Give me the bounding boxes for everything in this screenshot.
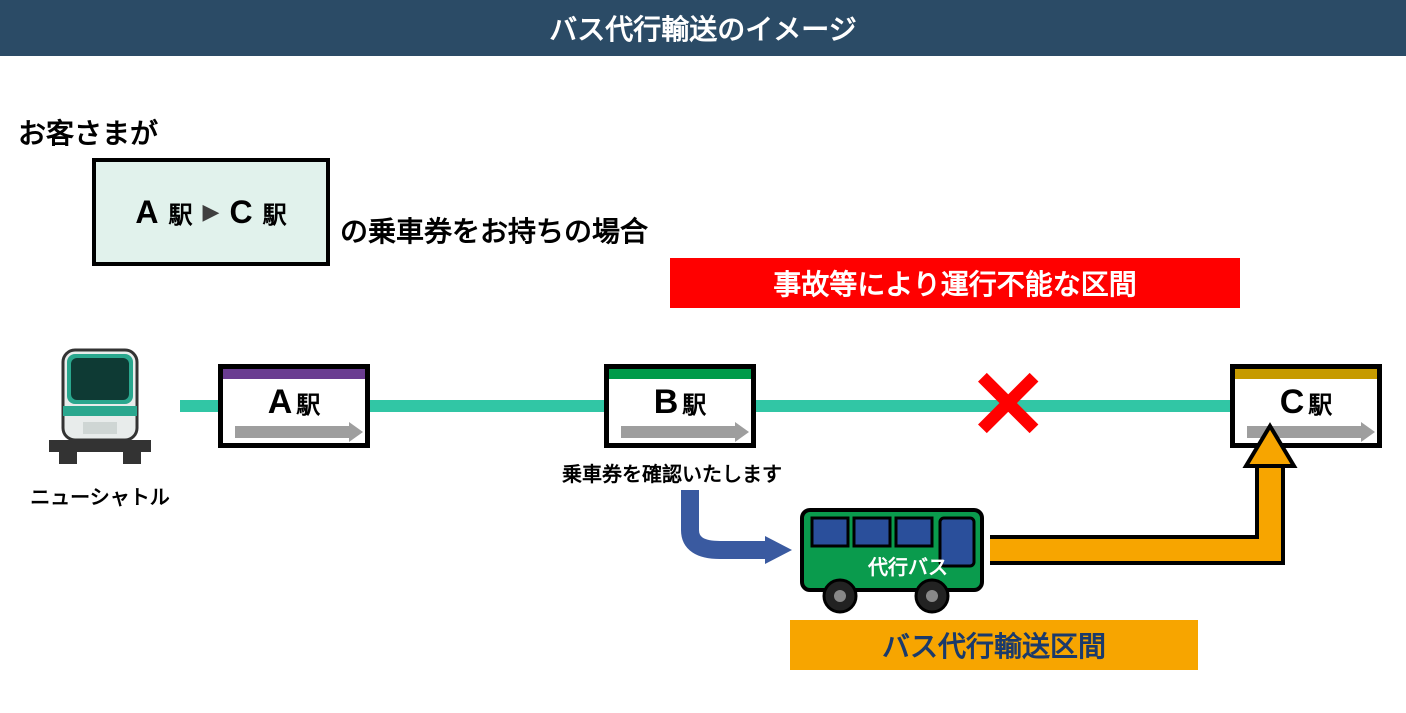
station-b-strip	[609, 369, 751, 379]
bus-section-banner: バス代行輸送区間	[790, 620, 1198, 670]
station-a-strip	[223, 369, 365, 379]
title-text: バス代行輸送のイメージ	[549, 8, 856, 48]
train-icon	[35, 340, 165, 470]
intro-text: お客さまが	[18, 112, 158, 152]
title-bar: バス代行輸送のイメージ	[0, 0, 1406, 56]
ticket-to-suffix: 駅	[263, 195, 287, 230]
station-b-suffix: 駅	[682, 385, 706, 420]
station-b-initial: B	[654, 383, 679, 422]
down-arrow-icon	[670, 480, 800, 570]
disruption-banner: 事故等により運行不能な区間	[670, 258, 1240, 308]
bus: 代行バス	[800, 488, 990, 623]
station-c-initial: C	[1280, 383, 1305, 422]
station-a-arrow-icon	[235, 426, 353, 438]
station-c-strip	[1235, 369, 1377, 379]
ticket-arrow-icon: ▶	[203, 199, 220, 225]
bus-route-arrow-icon	[990, 420, 1330, 600]
station-b-arrow-icon	[621, 426, 739, 438]
disruption-text: 事故等により運行不能な区間	[773, 263, 1136, 303]
bus-icon: 代行バス	[800, 488, 990, 618]
station-b: B 駅	[604, 364, 756, 448]
bus-section-text: バス代行輸送区間	[882, 625, 1106, 665]
station-a-initial: A	[268, 383, 293, 422]
bus-label-text: 代行バス	[867, 555, 948, 579]
train: ニューシャトル	[30, 340, 170, 510]
station-a-suffix: 駅	[296, 385, 320, 420]
ticket-from-suffix: 駅	[169, 195, 193, 230]
train-label: ニューシャトル	[30, 481, 170, 510]
station-a: A 駅	[218, 364, 370, 448]
after-ticket-text: の乗車券をお持ちの場合	[340, 210, 648, 250]
ticket-to-initial: C	[229, 194, 252, 231]
ticket-box: A 駅 ▶ C 駅	[92, 158, 330, 266]
ticket-from-initial: A	[135, 194, 158, 231]
station-c-suffix: 駅	[1308, 385, 1332, 420]
